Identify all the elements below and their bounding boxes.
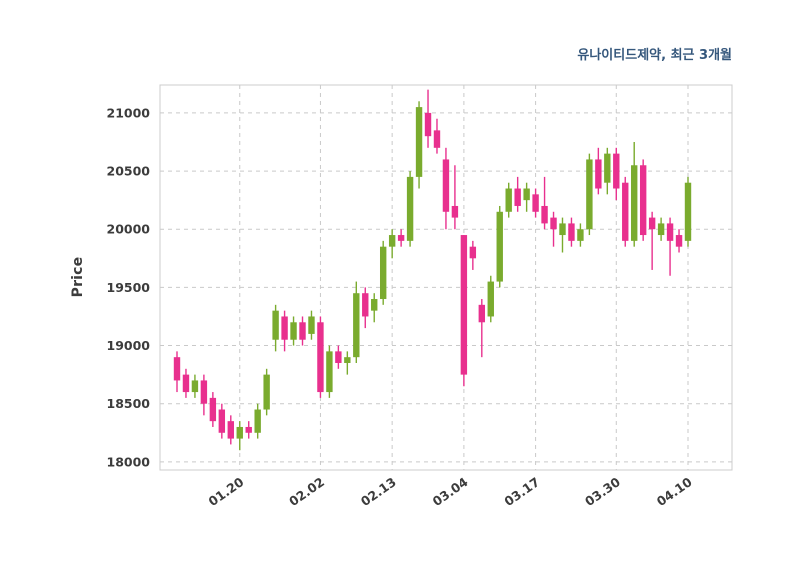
- y-tick-label: 18500: [107, 396, 151, 411]
- candle-body-up: [191, 380, 199, 393]
- candle-body-down: [218, 409, 226, 433]
- candle-body-up: [631, 165, 638, 241]
- candle-body-down: [460, 235, 468, 375]
- candle-body-down: [568, 223, 575, 241]
- candle-body-down: [675, 235, 683, 247]
- candle-body-down: [550, 217, 557, 230]
- y-tick-label: 21000: [107, 105, 151, 120]
- candle-body-up: [406, 176, 414, 241]
- candle-body-down: [281, 316, 288, 340]
- candle-body-up: [236, 426, 243, 439]
- candle-body-down: [299, 322, 306, 340]
- candle-body-up: [326, 351, 333, 393]
- candle-body-up: [496, 211, 503, 282]
- candle-body-down: [648, 217, 656, 230]
- x-tick-label: 02.13: [358, 474, 399, 509]
- x-tick-label: 03.17: [501, 474, 542, 509]
- x-tick-label: 04.10: [654, 474, 695, 509]
- candle-body-down: [209, 397, 217, 422]
- candle-body-up: [684, 182, 692, 241]
- candle-body-up: [657, 223, 665, 236]
- candle-body-down: [397, 235, 405, 241]
- x-tick-label: 02.02: [286, 474, 327, 509]
- candle-body-up: [604, 153, 611, 183]
- candle-body-down: [639, 165, 647, 236]
- candle-body-down: [451, 205, 459, 218]
- candle-body-down: [469, 246, 477, 259]
- candle-body-down: [227, 421, 234, 439]
- candle-body-down: [433, 130, 441, 148]
- candle-body-up: [308, 316, 315, 334]
- candle-body-down: [245, 426, 252, 433]
- candle-body-down: [182, 374, 190, 393]
- x-tick-label: 03.30: [582, 474, 623, 509]
- candle-body-down: [595, 159, 602, 189]
- candle-body-up: [586, 159, 593, 230]
- candle-body-down: [173, 357, 181, 381]
- x-tick-label: 01.20: [205, 474, 246, 509]
- candle-body-down: [335, 351, 342, 363]
- candle-body-up: [344, 357, 351, 363]
- candle-body-up: [371, 299, 378, 311]
- y-tick-label: 20000: [107, 222, 151, 237]
- y-tick-label: 19000: [107, 338, 151, 353]
- candle-body-down: [514, 188, 521, 206]
- candle-body-down: [200, 380, 208, 404]
- candle-body-down: [442, 159, 450, 212]
- candle-body-down: [317, 322, 324, 393]
- candle-body-down: [666, 223, 674, 241]
- candle-body-up: [505, 188, 512, 212]
- candle-body-down: [362, 293, 369, 317]
- candle-body-up: [353, 293, 360, 358]
- candle-body-down: [541, 205, 548, 224]
- candle-body-up: [254, 409, 261, 433]
- candle-body-down: [478, 304, 486, 323]
- y-tick-label: 20500: [107, 164, 151, 179]
- candle-body-up: [290, 322, 297, 340]
- candle-body-down: [622, 182, 629, 241]
- candle-body-up: [379, 246, 387, 300]
- y-tick-label: 18000: [107, 454, 151, 469]
- y-tick-label: 19500: [107, 280, 151, 295]
- candle-body-up: [559, 223, 566, 236]
- candle-body-up: [263, 374, 270, 410]
- chart-title: 유나이티드제약, 최근 3개월: [577, 48, 732, 63]
- candle-body-up: [415, 107, 423, 177]
- candle-body-up: [388, 235, 396, 247]
- x-tick-label: 03.04: [430, 474, 471, 509]
- candle-body-up: [577, 229, 584, 241]
- candle-body-up: [523, 188, 530, 201]
- candle-body-up: [272, 310, 279, 340]
- candle-body-down: [424, 112, 432, 137]
- candle-body-down: [613, 153, 620, 189]
- candle-body-up: [487, 281, 494, 317]
- candle-body-down: [532, 194, 539, 212]
